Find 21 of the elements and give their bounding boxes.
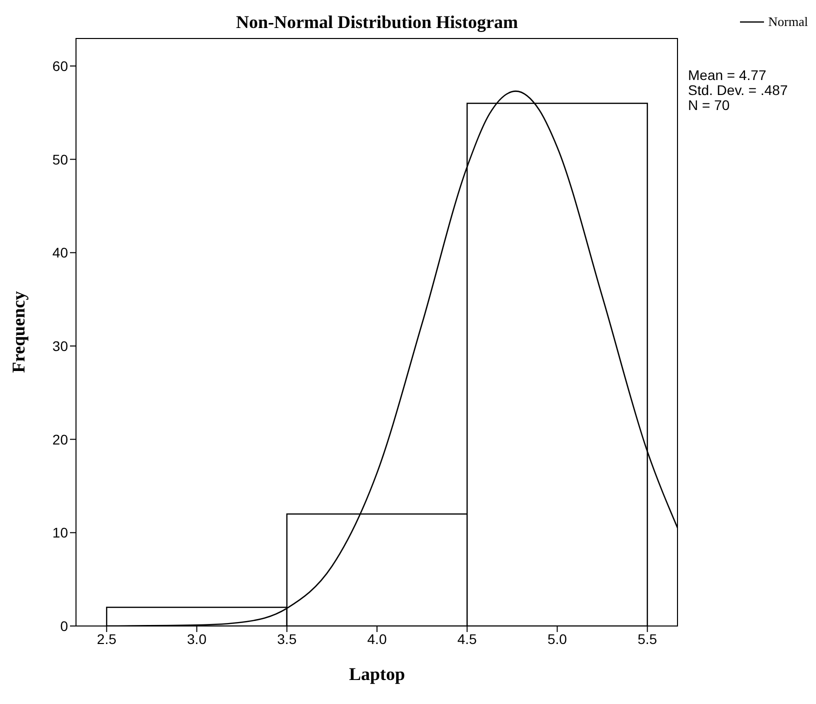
x-tick-label: 4.0 <box>367 630 387 647</box>
y-tick-label: 30 <box>52 338 68 354</box>
text: N = 70 <box>688 97 731 113</box>
chart-title: Non-Normal Distribution Histogram <box>235 12 519 33</box>
x-axis-title: Laptop <box>348 664 406 684</box>
x-tick-label: 2.5 <box>96 630 117 647</box>
text: Std. Dev. = .487 <box>688 82 788 98</box>
y-tick-label: 50 <box>52 151 68 168</box>
x-tick-label: 3.0 <box>187 630 207 647</box>
x-tick-label: 4.5 <box>457 630 478 647</box>
text: Mean = 4.77 <box>688 67 768 83</box>
x-tick-label: 3.5 <box>277 630 297 647</box>
x-tick-label: 5.0 <box>548 630 568 647</box>
y-tick-label: 60 <box>52 58 68 74</box>
y-axis-title: Frequency <box>8 291 28 373</box>
x-tick-label: 5.5 <box>638 630 658 647</box>
y-tick-label: 40 <box>52 244 68 261</box>
legend-label: Normal <box>768 14 808 30</box>
y-tick-label: 20 <box>52 431 68 448</box>
y-tick-label: 10 <box>52 524 68 541</box>
y-tick-label: 0 <box>60 618 68 634</box>
